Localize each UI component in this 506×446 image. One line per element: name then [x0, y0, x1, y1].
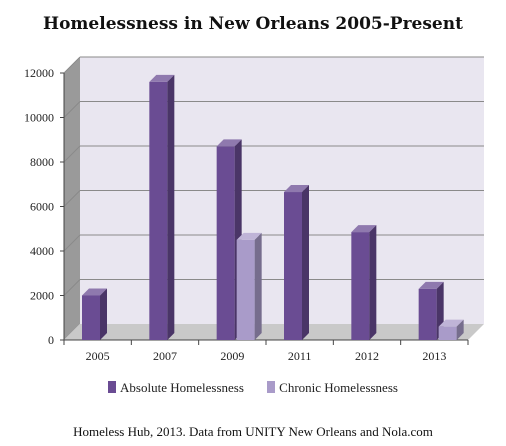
- y-tick-label: 2000: [30, 289, 54, 303]
- bar-absolute-2009: [216, 146, 235, 340]
- bar-absolute-2012: [351, 232, 370, 340]
- source-caption: Homeless Hub, 2013. Data from UNITY New …: [73, 424, 433, 439]
- bar-absolute-2012-top: [351, 225, 377, 233]
- bar-chronic-2009: [236, 239, 255, 340]
- bar-absolute-2005-side: [100, 288, 107, 340]
- bar-chronic-2009-side: [254, 232, 262, 340]
- bar-chronic-2013: [438, 326, 457, 340]
- bar-absolute-2013-top: [418, 281, 444, 289]
- gridline-side: [63, 56, 81, 74]
- x-tick-label: 2005: [86, 349, 110, 363]
- bar-chronic-2013-side: [456, 319, 464, 340]
- x-tick-label: 2011: [288, 349, 312, 363]
- y-tick-label: 4000: [30, 244, 54, 258]
- gridline-side: [63, 190, 81, 207]
- gridline-side: [63, 279, 81, 296]
- legend-item-chronic: Chronic Homelessness: [267, 380, 398, 396]
- legend: Absolute Homelessness Chronic Homelessne…: [0, 380, 506, 396]
- bar-absolute-2011: [284, 192, 302, 340]
- bar-absolute-2011-top: [284, 185, 309, 193]
- bar-absolute-2007: [149, 81, 168, 341]
- chart-title: Homelessness in New Orleans 2005-Present: [43, 14, 463, 34]
- x-tick-label: 2009: [220, 349, 244, 363]
- bar-absolute-2011-side: [302, 185, 309, 340]
- bar-absolute-2009-top: [216, 139, 242, 147]
- bar-absolute-2007-top: [149, 74, 175, 82]
- bar-chronic-2013-top: [438, 319, 464, 327]
- x-tick-label: 2012: [355, 349, 379, 363]
- y-tick-label: 0: [48, 333, 54, 347]
- legend-swatch-chronic: [267, 381, 276, 393]
- legend-item-absolute: Absolute Homelessness: [108, 380, 244, 396]
- legend-label-absolute: Absolute Homelessness: [120, 380, 244, 395]
- x-tick-label: 2007: [153, 349, 177, 363]
- bar-absolute-2013: [418, 288, 437, 340]
- bar-absolute-2005: [82, 295, 100, 340]
- y-tick-label: 10000: [24, 111, 54, 125]
- y-tick-label: 6000: [30, 200, 54, 214]
- legend-swatch-absolute: [108, 381, 117, 393]
- bar-chronic-2009-top: [236, 232, 262, 240]
- gridline-side: [63, 101, 81, 118]
- gridline-side: [63, 145, 81, 163]
- y-tick-label: 12000: [24, 66, 54, 80]
- bar-absolute-2007-side: [167, 74, 175, 341]
- y-tick-label: 8000: [30, 155, 54, 169]
- bar-absolute-2012-side: [369, 225, 377, 340]
- x-tick-label: 2013: [422, 349, 446, 363]
- gridline-side: [63, 234, 81, 252]
- bar-absolute-2005-top: [82, 288, 107, 296]
- legend-label-chronic: Chronic Homelessness: [279, 380, 398, 395]
